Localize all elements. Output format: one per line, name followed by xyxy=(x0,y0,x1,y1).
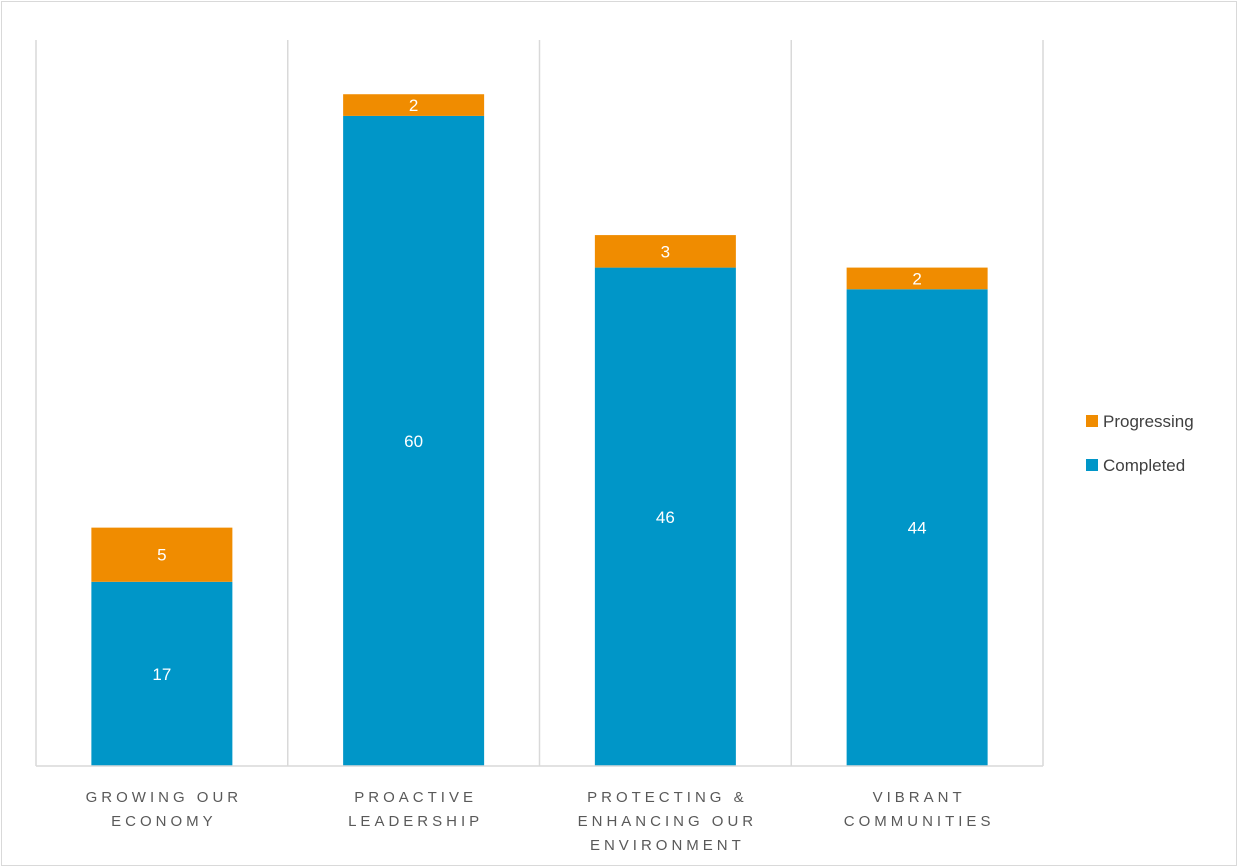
bar-completed-2 xyxy=(343,115,485,766)
legend-swatch-completed xyxy=(1086,459,1098,471)
category-label: COMMUNITIES xyxy=(844,813,995,830)
bar-progressing-4 xyxy=(846,267,988,290)
bar-progressing-1 xyxy=(91,527,233,582)
bars-group xyxy=(91,94,988,766)
legend-swatch-progressing xyxy=(1086,415,1098,427)
legend: Progressing Completed xyxy=(1086,412,1194,475)
data-label-progressing-2: 2 xyxy=(409,96,418,115)
bar-completed-4 xyxy=(846,289,988,766)
category-label: PROTECTING & xyxy=(587,789,748,806)
data-label-completed-4: 44 xyxy=(908,519,927,538)
data-label-completed-2: 60 xyxy=(404,432,423,451)
bar-completed-3 xyxy=(594,267,736,766)
legend-label-progressing: Progressing xyxy=(1103,412,1194,431)
category-dividers xyxy=(35,40,1044,766)
data-labels-group: 17 5 60 2 46 3 44 2 xyxy=(152,96,926,684)
bar-progressing-2 xyxy=(343,94,485,116)
data-label-completed-3: 46 xyxy=(656,508,675,527)
category-label: ENHANCING OUR xyxy=(578,813,758,830)
category-label: LEADERSHIP xyxy=(348,813,483,830)
category-label: VIBRANT xyxy=(873,789,966,806)
bar-progressing-3 xyxy=(594,235,736,268)
bar-completed-1 xyxy=(91,581,233,766)
data-label-progressing-3: 3 xyxy=(661,242,670,261)
category-labels-group: GROWING OUR ECONOMY PROACTIVE LEADERSHIP PRO… xyxy=(86,789,995,854)
category-label: GROWING OUR xyxy=(86,789,243,806)
category-label: ENVIRONMENT xyxy=(590,837,745,854)
category-label: PROACTIVE xyxy=(354,789,477,806)
category-label: ECONOMY xyxy=(111,813,217,830)
legend-label-completed: Completed xyxy=(1103,456,1185,475)
data-label-progressing-1: 5 xyxy=(157,546,166,565)
data-label-completed-1: 17 xyxy=(152,665,171,684)
data-label-progressing-4: 2 xyxy=(912,269,921,288)
